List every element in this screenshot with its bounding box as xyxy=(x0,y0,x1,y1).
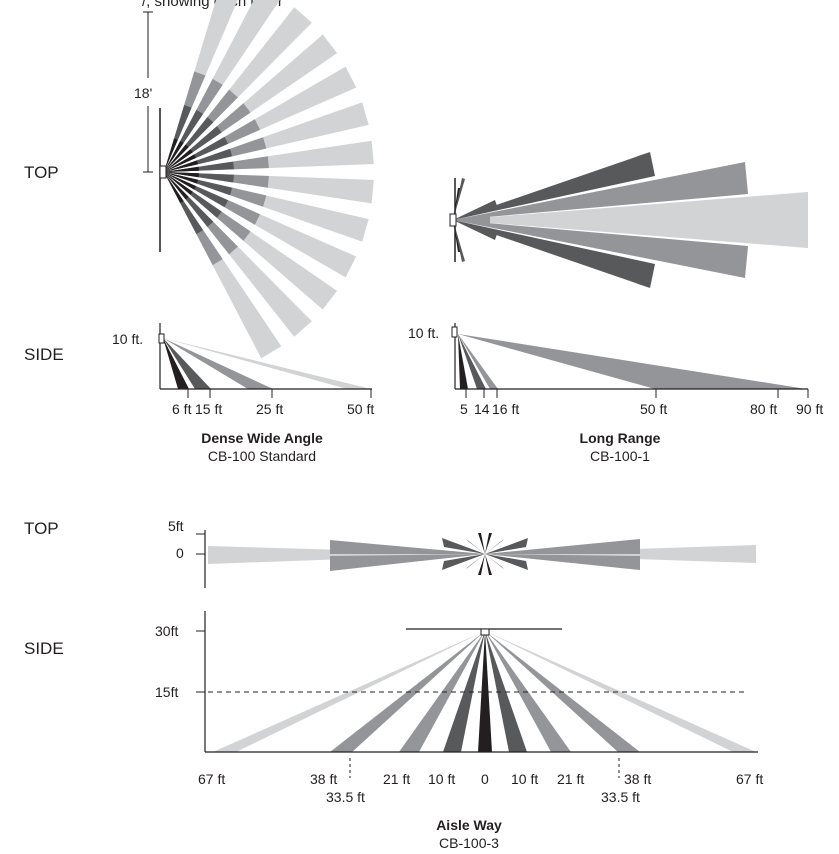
long-side-sensor xyxy=(451,326,458,338)
aisle-dist-upper-2: 21 ft xyxy=(383,771,410,787)
aisle-dist-33-5-left: 33.5 ft xyxy=(326,789,365,805)
long-dist-5: 5 xyxy=(460,401,468,417)
dense-height-label: 18' xyxy=(134,85,152,101)
aisle-dist-upper-0: 67 ft xyxy=(198,771,225,787)
row-label-side-2: SIDE xyxy=(24,639,64,658)
aisle-side-sensor xyxy=(480,628,490,636)
dense-top-sensor xyxy=(159,165,167,179)
dense-model: CB-100 Standard xyxy=(208,448,316,464)
long-model: CB-100-1 xyxy=(590,448,650,464)
dense-dist-50: 50 ft xyxy=(347,401,374,417)
row-label-top-2: TOP xyxy=(24,519,59,538)
aisle-dist-upper-7: 38 ft xyxy=(624,771,651,787)
row-label-top-1: TOP xyxy=(24,163,59,182)
long-dist-80: 80 ft xyxy=(750,401,777,417)
long-side-height: 10 ft. xyxy=(408,325,439,341)
dense-side-sensor xyxy=(158,333,165,344)
aisle-dist-upper-6: 21 ft xyxy=(557,771,584,787)
long-top-view xyxy=(449,152,808,288)
aisle-dist-upper-3: 10 ft xyxy=(428,771,455,787)
top-caption: /, showing each layer xyxy=(142,0,283,10)
long-title: Long Range xyxy=(580,430,661,446)
long-dist-90: 90 ft xyxy=(796,401,823,417)
dense-fan-beams xyxy=(164,0,374,359)
dense-dist-15: 15 ft xyxy=(195,401,222,417)
long-top-sensor xyxy=(449,213,457,227)
aisle-dist-upper-8: 67 ft xyxy=(736,771,763,787)
aisle-dist-upper-1: 38 ft xyxy=(310,771,337,787)
aisle-side-tick-15ft: 15ft xyxy=(155,684,178,700)
aisle-title: Aisle Way xyxy=(436,817,502,833)
aisle-side-view: 30ft 15ft 67 ft 38 ft 21 ft 10 ft 0 10 ft 21 f… xyxy=(155,611,763,851)
long-dist-14: 14 xyxy=(474,401,490,417)
dense-title: Dense Wide Angle xyxy=(201,430,323,446)
dense-side-height: 10 ft. xyxy=(112,331,143,347)
dense-dist-25: 25 ft xyxy=(256,401,283,417)
row-label-side-1: SIDE xyxy=(24,345,64,364)
dense-dist-6: 6 ft xyxy=(172,401,192,417)
aisle-dist-upper-4: 0 xyxy=(481,771,489,787)
dense-side-view: 10 ft. 6 ft 15 ft 25 ft 50 ft Dense Wide… xyxy=(112,323,374,464)
dense-top-view: 18' xyxy=(134,0,374,359)
aisle-top-tick-0: 0 xyxy=(176,545,184,561)
aisle-distance-labels: 67 ft 38 ft 21 ft 10 ft 0 10 ft 21 ft 38 ft 67 f… xyxy=(198,771,763,787)
aisle-side-tick-30ft: 30ft xyxy=(155,623,178,639)
long-dist-50: 50 ft xyxy=(640,401,667,417)
aisle-model: CB-100-3 xyxy=(439,835,499,851)
aisle-dist-33-5-right: 33.5 ft xyxy=(601,789,640,805)
aisle-top-tick-5ft: 5ft xyxy=(168,518,184,534)
long-side-view: 10 ft. 5 14 16 ft 50 ft 80 ft 90 ft Long… xyxy=(408,323,823,464)
aisle-dist-upper-5: 10 ft xyxy=(511,771,538,787)
aisle-top-view: 5ft 0 xyxy=(168,518,756,588)
long-dist-16: 16 ft xyxy=(492,401,519,417)
